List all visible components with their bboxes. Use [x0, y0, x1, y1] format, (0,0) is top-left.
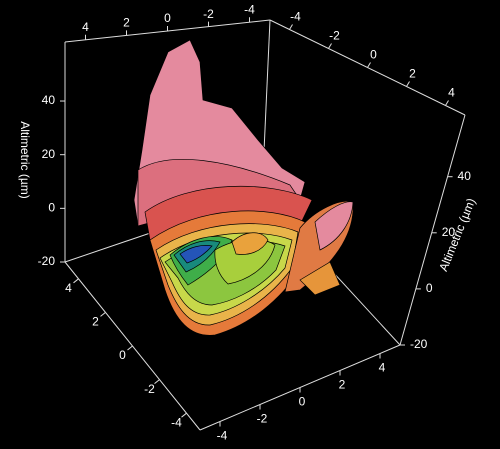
tick-label: 0 — [48, 201, 55, 215]
tick-mark — [73, 278, 79, 284]
tick-label: 40 — [42, 93, 56, 107]
tick-mark — [367, 62, 371, 68]
surface-band — [179, 245, 213, 264]
tick-mark — [100, 312, 106, 317]
z-axis-title: Altimetric (µm) — [18, 121, 32, 199]
tick-mark — [406, 81, 410, 87]
tick-label: 0 — [299, 395, 306, 409]
tick-label: -4 — [290, 10, 301, 24]
tick-mark — [445, 100, 449, 106]
tick-mark — [328, 43, 332, 49]
tick-label: 20 — [442, 225, 456, 239]
tick-label: 0 — [164, 11, 171, 25]
tick-mark — [289, 24, 293, 30]
tick-label: 2 — [92, 315, 99, 329]
tick-label: -4 — [171, 415, 182, 429]
tick-label: 4 — [65, 281, 72, 295]
tick-label: 4 — [82, 20, 89, 34]
edge — [399, 114, 466, 346]
tick-label: -4 — [244, 2, 255, 16]
tick-label: -20 — [38, 254, 56, 268]
tick-label: 20 — [42, 147, 56, 161]
tick-label: -2 — [257, 412, 268, 426]
tick-mark — [154, 379, 160, 384]
tick-label: 4 — [448, 86, 455, 100]
tick-label: 2 — [409, 67, 416, 81]
tick-label: 40 — [458, 169, 472, 183]
tick-label: -2 — [329, 29, 340, 43]
tick-mark — [181, 412, 187, 418]
surface-band — [231, 232, 269, 255]
surface — [133, 39, 354, 336]
surface-band — [299, 261, 341, 296]
surface-band — [314, 201, 354, 251]
tick-mark — [127, 345, 133, 351]
tick-label: 0 — [426, 281, 433, 295]
tick-label: 0 — [119, 348, 126, 362]
tick-label: -2 — [144, 382, 155, 396]
tick-label: 0 — [370, 48, 377, 62]
tick-label: -20 — [410, 337, 428, 351]
tick-label: 2 — [123, 16, 130, 30]
tick-label: -4 — [217, 429, 228, 443]
tick-label: 4 — [379, 361, 386, 375]
tick-label: 2 — [339, 378, 346, 392]
tick-label: -2 — [203, 7, 214, 21]
